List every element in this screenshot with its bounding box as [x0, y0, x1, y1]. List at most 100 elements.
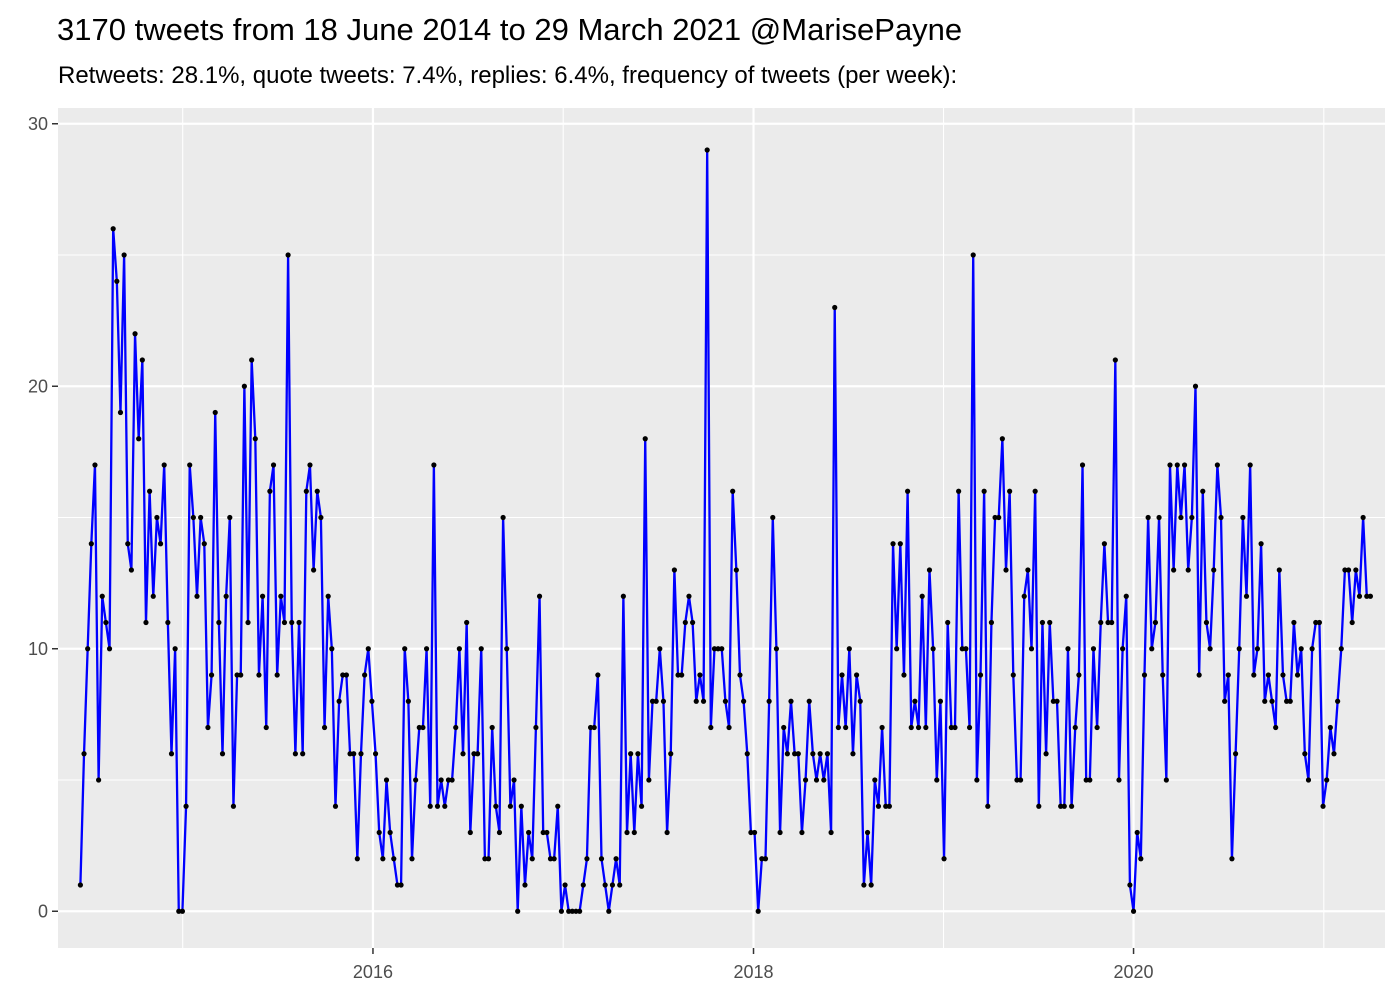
data-point [773, 646, 780, 652]
data-point [905, 488, 911, 494]
data-point [879, 724, 885, 731]
data-point [1069, 803, 1075, 809]
data-point [1138, 856, 1144, 862]
data-point [719, 646, 725, 652]
data-point [1021, 593, 1027, 599]
data-point [850, 751, 856, 757]
data-point [1171, 567, 1177, 573]
data-point [303, 488, 309, 494]
data-point [788, 698, 794, 704]
data-point [806, 698, 812, 704]
data-point [985, 803, 991, 809]
data-point [1014, 777, 1020, 783]
data-point [1036, 803, 1042, 809]
data-point [1273, 724, 1279, 731]
data-point [562, 882, 568, 888]
data-point [624, 829, 630, 836]
data-point [314, 488, 320, 494]
data-point [434, 803, 441, 809]
data-point [999, 436, 1005, 442]
data-point [307, 462, 313, 468]
data-point [813, 777, 820, 783]
data-point [526, 829, 532, 836]
data-point [1156, 514, 1162, 521]
x-tick-label: 2018 [733, 962, 773, 982]
data-point [1058, 803, 1064, 809]
data-point [890, 541, 896, 547]
data-point [1298, 646, 1304, 652]
data-point [839, 672, 845, 678]
data-point [179, 908, 186, 914]
data-point [1203, 619, 1210, 626]
plot-panel [58, 108, 1385, 948]
data-point [493, 803, 499, 809]
data-point [937, 698, 944, 704]
data-point [959, 646, 965, 652]
data-point [198, 514, 204, 521]
data-point [821, 777, 827, 783]
data-point [1007, 488, 1013, 494]
data-point [165, 619, 171, 626]
data-point [482, 856, 488, 862]
data-point [835, 724, 841, 731]
data-point [551, 856, 557, 862]
chart-title: 3170 tweets from 18 June 2014 to 29 Marc… [57, 12, 963, 47]
data-point [1003, 567, 1009, 573]
data-point [810, 751, 816, 757]
data-point [372, 751, 379, 757]
data-point [992, 514, 998, 521]
data-point [679, 672, 685, 678]
data-point [584, 856, 590, 862]
data-point [354, 856, 360, 862]
data-point [1232, 751, 1239, 757]
data-point [700, 698, 707, 704]
data-point [875, 803, 882, 809]
data-point [522, 882, 528, 888]
data-point [1032, 488, 1038, 494]
data-point [1287, 698, 1293, 704]
series-layer [77, 147, 1374, 914]
data-point [1258, 541, 1264, 547]
data-point [511, 777, 517, 783]
data-point [227, 514, 233, 521]
data-point [617, 882, 623, 888]
data-point [872, 777, 878, 783]
data-point [660, 698, 667, 704]
data-point [1167, 462, 1173, 468]
data-point [270, 462, 277, 468]
data-point [471, 751, 477, 757]
data-point [802, 777, 809, 783]
data-point [289, 619, 295, 626]
data-point [125, 541, 131, 547]
data-point [77, 882, 83, 888]
data-point [515, 908, 521, 914]
data-point [1185, 567, 1191, 573]
data-point [201, 541, 207, 547]
data-point [420, 724, 426, 731]
data-point [507, 803, 513, 809]
data-point [245, 619, 251, 626]
data-point [1043, 751, 1049, 757]
data-point [817, 751, 823, 757]
data-point [216, 619, 222, 626]
data-point [897, 541, 903, 547]
data-point [686, 593, 692, 599]
data-point [475, 751, 481, 757]
data-point [715, 646, 721, 652]
data-point [416, 724, 422, 731]
data-point [1079, 462, 1086, 468]
y-tick-label: 10 [28, 639, 48, 659]
data-point [1090, 646, 1097, 652]
data-point [336, 698, 342, 704]
data-point [693, 698, 699, 704]
data-point [1294, 672, 1301, 678]
data-point [1353, 567, 1359, 573]
data-point [646, 777, 652, 783]
data-point [843, 724, 849, 731]
data-point [1265, 672, 1271, 678]
data-point [828, 829, 834, 836]
data-point [427, 803, 433, 809]
data-point [1324, 777, 1330, 783]
data-point [1028, 646, 1035, 652]
data-point [1178, 514, 1184, 521]
